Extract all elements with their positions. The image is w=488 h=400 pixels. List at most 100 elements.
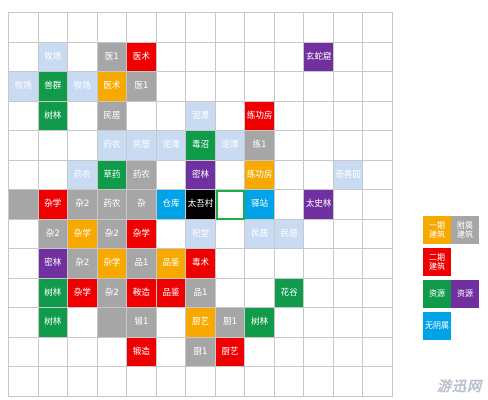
tile-树林[interactable]: 树林 — [245, 308, 275, 338]
tile-empty[interactable] — [363, 13, 393, 43]
tile-empty[interactable] — [215, 13, 246, 43]
tile-empty[interactable] — [186, 13, 216, 43]
tile-药农[interactable]: 药农 — [127, 160, 157, 191]
tile-empty[interactable] — [156, 219, 187, 250]
tile-民居[interactable]: 民居 — [97, 101, 128, 132]
tile-empty[interactable] — [68, 101, 98, 132]
tile-empty[interactable] — [333, 101, 364, 132]
tile-empty[interactable] — [68, 308, 98, 338]
tile-empty[interactable] — [68, 337, 98, 368]
tile-杂学[interactable]: 杂学 — [68, 278, 98, 309]
tile-民居[interactable]: 民居 — [127, 131, 157, 161]
tile-empty[interactable] — [9, 367, 39, 397]
tile-empty[interactable] — [274, 42, 305, 73]
tile-药农[interactable]: 药农 — [97, 190, 128, 220]
tile-厨艺[interactable]: 厨艺 — [186, 308, 216, 338]
tile-empty[interactable] — [215, 42, 246, 73]
tile-empty[interactable] — [38, 13, 69, 43]
tile-密林[interactable]: 密林 — [186, 160, 216, 191]
tile-empty[interactable] — [274, 190, 305, 220]
tile-empty[interactable] — [156, 72, 187, 102]
tile-empty[interactable] — [304, 308, 334, 338]
tile-empty[interactable] — [274, 101, 305, 132]
tile-empty[interactable] — [156, 337, 187, 368]
tile-厨艺[interactable]: 厨艺 — [215, 337, 246, 368]
tile-药农[interactable]: 药农 — [97, 131, 128, 161]
tile-empty[interactable] — [304, 278, 334, 309]
tile-empty[interactable] — [363, 219, 393, 250]
tile-empty[interactable] — [215, 249, 246, 279]
tile-empty[interactable] — [245, 337, 275, 368]
tile-empty[interactable] — [9, 13, 39, 43]
tile-empty[interactable] — [333, 72, 364, 102]
tile-锻1[interactable]: 锻1 — [127, 308, 157, 338]
tile-empty[interactable] — [215, 367, 246, 397]
tile-empty[interactable] — [333, 337, 364, 368]
tile-empty[interactable] — [304, 72, 334, 102]
tile-太吾村[interactable]: 太吾村 — [186, 190, 216, 220]
tile-gray[interactable] — [97, 308, 128, 338]
tile-杂2[interactable]: 杂2 — [97, 278, 128, 309]
tile-empty[interactable] — [127, 367, 157, 397]
tile-empty[interactable] — [363, 367, 393, 397]
tile-厨1[interactable]: 厨1 — [215, 308, 246, 338]
tile-empty[interactable] — [333, 190, 364, 220]
tile-empty[interactable] — [333, 249, 364, 279]
tile-练功房[interactable]: 练功房 — [245, 160, 275, 191]
tile-empty[interactable] — [363, 190, 393, 220]
tile-empty[interactable] — [245, 249, 275, 279]
tile-empty[interactable] — [304, 367, 334, 397]
tile-gray[interactable] — [9, 190, 39, 220]
tile-树林[interactable]: 树林 — [38, 308, 69, 338]
tile-empty[interactable] — [363, 131, 393, 161]
tile-empty[interactable] — [304, 13, 334, 43]
tile-empty[interactable] — [304, 131, 334, 161]
tile-empty[interactable] — [304, 249, 334, 279]
tile-empty[interactable] — [304, 101, 334, 132]
tile-empty[interactable] — [245, 72, 275, 102]
tile-树林[interactable]: 树林 — [38, 101, 69, 132]
tile-empty[interactable] — [156, 13, 187, 43]
tile-empty[interactable] — [363, 72, 393, 102]
tile-empty[interactable] — [245, 42, 275, 73]
tile-杂[interactable]: 杂 — [127, 190, 157, 220]
tile-empty[interactable] — [363, 101, 393, 132]
tile-杂2[interactable]: 杂2 — [68, 249, 98, 279]
tile-empty[interactable] — [274, 160, 305, 191]
tile-杂2[interactable]: 杂2 — [68, 190, 98, 220]
tile-empty[interactable] — [274, 13, 305, 43]
tile-奇香园[interactable]: 奇香园 — [333, 160, 364, 191]
tile-仓库[interactable]: 仓库 — [156, 190, 187, 220]
tile-empty[interactable] — [68, 367, 98, 397]
tile-empty[interactable] — [333, 131, 364, 161]
tile-杂学[interactable]: 杂学 — [38, 190, 69, 220]
tile-杂学[interactable]: 杂学 — [68, 219, 98, 250]
tile-empty[interactable] — [215, 160, 246, 191]
tile-品1[interactable]: 品1 — [127, 249, 157, 279]
tile-树林[interactable]: 树林 — [38, 278, 69, 309]
tile-empty[interactable] — [156, 160, 187, 191]
tile-empty[interactable] — [38, 160, 69, 191]
tile-empty[interactable] — [186, 72, 216, 102]
tile-品1[interactable]: 品1 — [186, 278, 216, 309]
tile-empty[interactable] — [97, 337, 128, 368]
tile-empty[interactable] — [9, 308, 39, 338]
tile-empty[interactable] — [38, 367, 69, 397]
tile-empty[interactable] — [363, 278, 393, 309]
tile-empty[interactable] — [363, 249, 393, 279]
tile-empty[interactable] — [304, 219, 334, 250]
tile-杂学[interactable]: 杂学 — [127, 219, 157, 250]
tile-品鉴[interactable]: 品鉴 — [156, 278, 187, 309]
tile-empty[interactable] — [127, 13, 157, 43]
tile-密林[interactable]: 密林 — [38, 249, 69, 279]
tile-empty[interactable] — [304, 337, 334, 368]
tile-empty[interactable] — [9, 249, 39, 279]
tile-杂2[interactable]: 杂2 — [38, 219, 69, 250]
tile-empty[interactable] — [333, 308, 364, 338]
tile-杂2[interactable]: 杂2 — [97, 219, 128, 250]
tile-empty[interactable] — [38, 337, 69, 368]
tile-empty[interactable] — [156, 367, 187, 397]
tile-empty[interactable] — [333, 42, 364, 73]
tile-empty[interactable] — [363, 337, 393, 368]
tile-empty[interactable] — [274, 308, 305, 338]
